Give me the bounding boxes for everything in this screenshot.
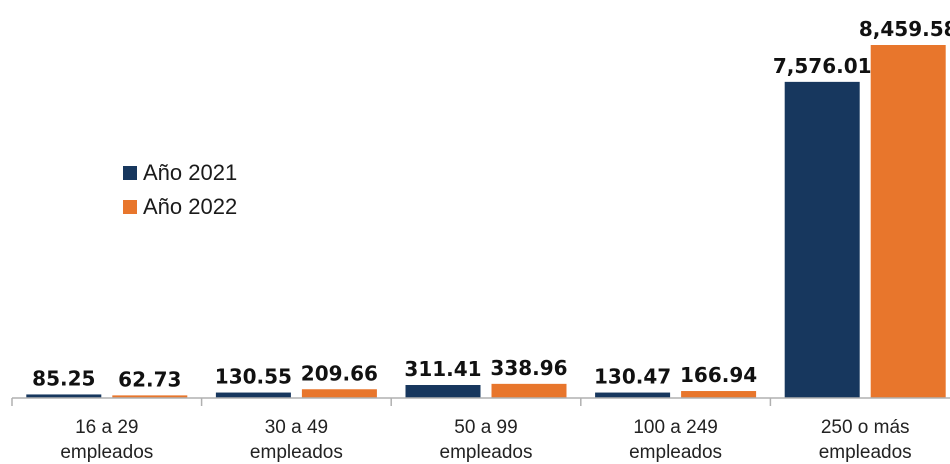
- data-label-a-o-2021-16-a-29-empleados: 85.25: [32, 366, 95, 390]
- category-label-30-a-49-empleados: 30 a 49 empleados: [250, 417, 343, 463]
- category-label-line: empleados: [60, 442, 153, 463]
- category-label-50-a-99-empleados: 50 a 99 empleados: [440, 417, 533, 463]
- category-label-line: 50 a 99: [454, 417, 517, 438]
- data-label-a-o-2022-50-a-99-empleados: 338.96: [490, 356, 567, 380]
- legend-label-2022: Año 2022: [143, 194, 238, 219]
- category-label-line: 250 o más: [821, 417, 910, 438]
- bars-group: [26, 45, 946, 398]
- bar-a-o-2021-250-o-m-s-empleados: [784, 81, 860, 398]
- category-label-100-a-249-empleados: 100 a 249 empleados: [629, 417, 722, 463]
- data-label-a-o-2021-50-a-99-empleados: 311.41: [404, 357, 481, 381]
- bar-a-o-2022-100-a-249-empleados: [681, 391, 757, 398]
- category-label-line: empleados: [250, 442, 343, 463]
- data-label-a-o-2021-30-a-49-empleados: 130.55: [215, 365, 292, 389]
- legend-label-2021: Año 2021: [143, 160, 238, 185]
- category-label-16-a-29-empleados: 16 a 29 empleados: [60, 417, 153, 463]
- category-label-line: 100 a 249: [633, 417, 718, 438]
- bar-a-o-2021-100-a-249-empleados: [595, 392, 671, 398]
- bar-a-o-2022-50-a-99-empleados: [491, 383, 567, 398]
- bar-a-o-2022-30-a-49-empleados: [301, 389, 377, 398]
- category-label-line: empleados: [440, 442, 533, 463]
- data-label-a-o-2022-100-a-249-empleados: 166.94: [680, 363, 757, 387]
- bar-a-o-2021-30-a-49-empleados: [215, 392, 291, 398]
- data-label-a-o-2021-250-o-m-s-empleados: 7,576.01: [773, 54, 872, 78]
- category-label-line: 30 a 49: [265, 417, 328, 438]
- category-labels-group: 16 a 29 empleados 30 a 49 empleados 50 a 99 e…: [60, 417, 911, 463]
- legend-swatch-2021: [123, 166, 137, 180]
- bar-a-o-2022-250-o-m-s-empleados: [870, 45, 946, 398]
- bar-a-o-2021-50-a-99-empleados: [405, 385, 481, 398]
- value-labels-group: 85.25 62.73 130.55 209.66 311.41 338.96 130.47…: [32, 17, 950, 391]
- legend-item-2021: Año 2021: [123, 156, 237, 190]
- category-label-250-o-m-s-empleados: 250 o más empleados: [819, 417, 912, 463]
- x-axis-ticks: [11, 398, 772, 406]
- category-label-line: 16 a 29: [75, 417, 138, 438]
- data-label-a-o-2022-250-o-m-s-empleados: 8,459.58: [859, 17, 950, 41]
- bar-a-o-2021-16-a-29-empleados: [26, 394, 102, 398]
- legend-swatch-2022: [123, 200, 137, 214]
- data-label-a-o-2022-30-a-49-empleados: 209.66: [301, 361, 378, 385]
- category-label-line: empleados: [629, 442, 722, 463]
- data-label-a-o-2022-16-a-29-empleados: 62.73: [118, 367, 181, 391]
- legend-item-2022: Año 2022: [123, 190, 237, 224]
- legend: Año 2021 Año 2022: [123, 156, 237, 224]
- data-label-a-o-2021-100-a-249-empleados: 130.47: [594, 365, 671, 389]
- bar-a-o-2022-16-a-29-empleados: [112, 395, 188, 398]
- category-label-line: empleados: [819, 442, 912, 463]
